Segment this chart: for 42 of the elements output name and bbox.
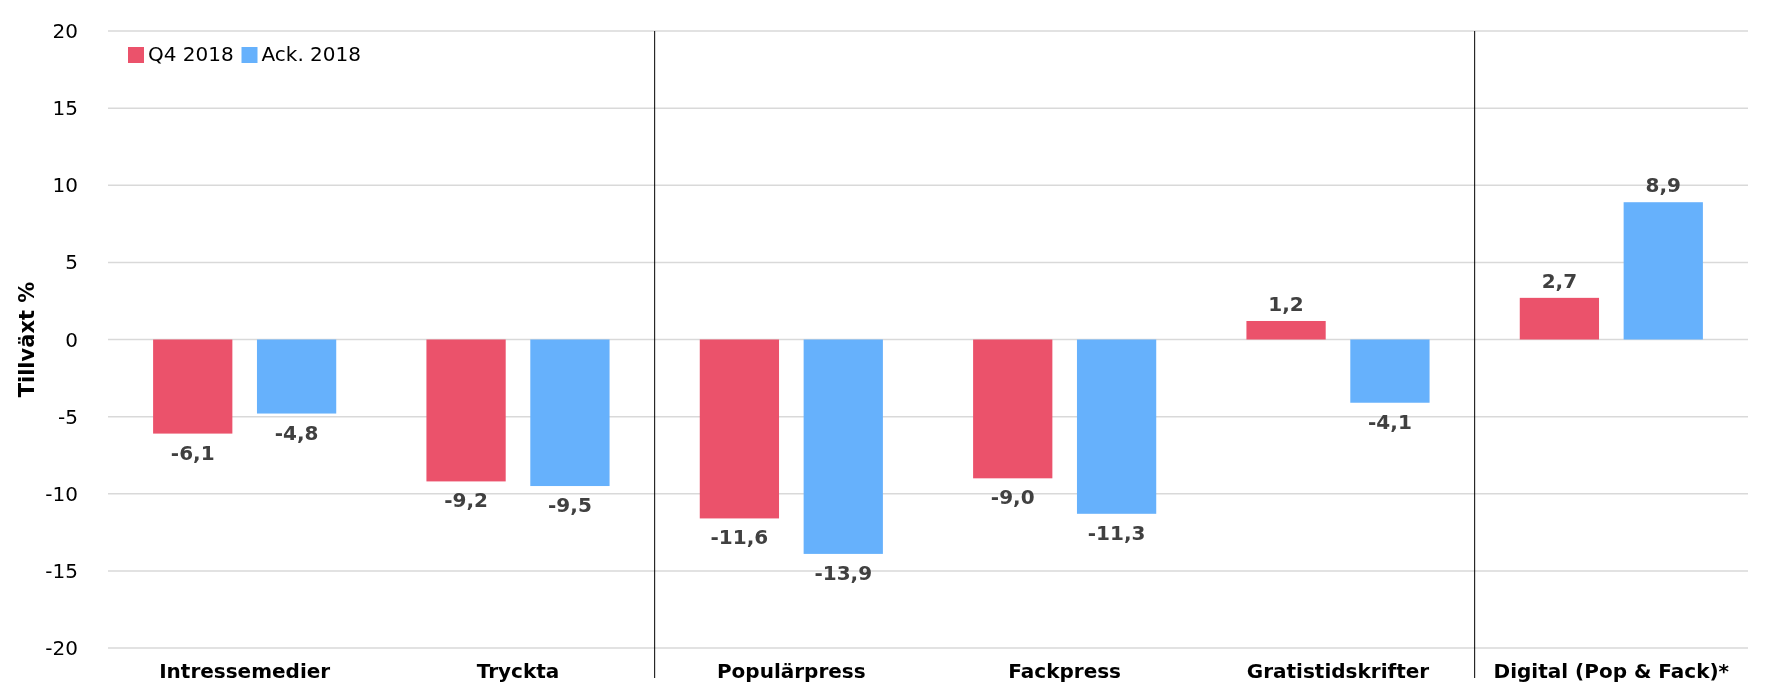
bar: [1246, 320, 1326, 340]
bar: [1076, 339, 1157, 514]
x-tick-label: Tryckta: [476, 659, 560, 683]
y-tick-label: -15: [45, 558, 78, 583]
x-tick-label: Populärpress: [716, 659, 866, 683]
text: -6,1: [170, 440, 215, 465]
bar: [1623, 202, 1703, 340]
bar: [973, 339, 1053, 479]
x-tick-label: Fackpress: [1008, 659, 1122, 683]
bar: [1519, 297, 1600, 340]
legend-label: Ack. 2018: [261, 42, 362, 66]
text: -4,8: [274, 420, 319, 445]
text: -9,0: [990, 485, 1035, 510]
text: -13,9: [814, 560, 873, 585]
x-tick-label: Digital (Pop & Fack)*: [1493, 659, 1730, 683]
text: -11,3: [1087, 520, 1146, 545]
bar: [530, 339, 610, 487]
y-tick-label: 20: [52, 19, 78, 43]
y-tick-label: 15: [52, 96, 78, 121]
bar: [256, 339, 337, 414]
y-axis-title: Tillväxt %: [15, 281, 39, 398]
bar: [803, 339, 883, 554]
text: -9,5: [548, 493, 592, 518]
legend-label: Q4 2018: [148, 42, 234, 66]
bar: [426, 339, 506, 482]
text: -9,2: [444, 488, 488, 513]
y-tick-label: -20: [45, 636, 78, 660]
x-tick-label: Gratistidskrifter: [1246, 659, 1430, 683]
text: 2,7: [1541, 268, 1578, 293]
bar: [699, 339, 780, 519]
text: -4,1: [1368, 409, 1412, 434]
x-tick-label: Intressemedier: [159, 659, 331, 683]
y-tick-label: -10: [45, 481, 78, 506]
bar: [1350, 339, 1430, 403]
y-tick-label: 5: [65, 250, 78, 275]
y-tick-label: 0: [65, 327, 78, 352]
y-tick-label: -5: [58, 404, 78, 429]
y-tick-label: 10: [52, 173, 78, 198]
text: -11,6: [710, 525, 769, 550]
text: 1,2: [1268, 291, 1304, 316]
bar: [153, 339, 233, 434]
text: 8,9: [1645, 173, 1681, 198]
